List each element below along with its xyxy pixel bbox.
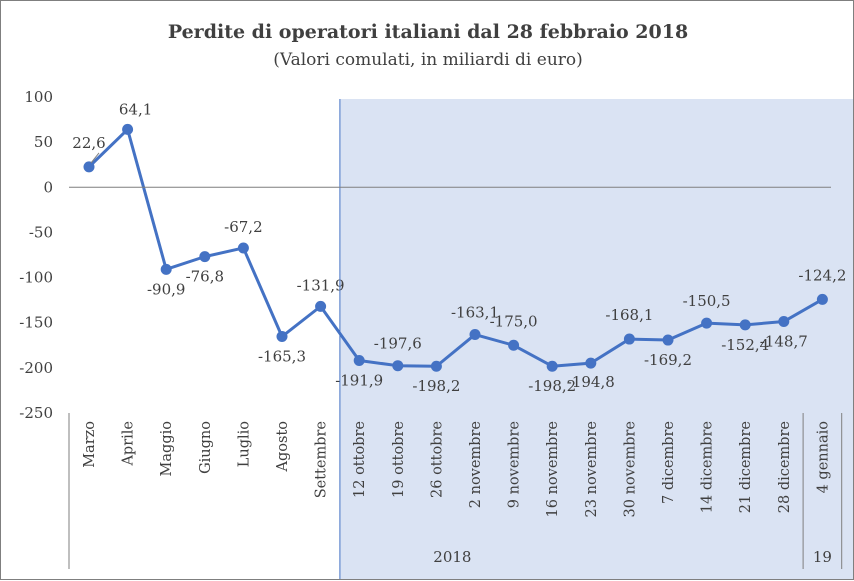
data-label: -168,1 — [605, 306, 653, 324]
category-label: 9 novembre — [507, 421, 523, 508]
data-point — [83, 161, 95, 173]
y-tick-label: -100 — [19, 269, 53, 287]
data-point — [546, 360, 558, 372]
data-label: 64,1 — [119, 100, 152, 118]
y-tick-label: 50 — [34, 133, 53, 151]
data-point — [508, 339, 520, 351]
y-tick-label: -150 — [19, 314, 53, 332]
category-label: 7 dicembre — [661, 421, 677, 504]
data-label: -163,1 — [451, 304, 499, 322]
data-label: -124,2 — [798, 266, 846, 284]
category-label: 28 dicembre — [777, 421, 793, 513]
category-label: Agosto — [275, 421, 291, 472]
data-label: -175,0 — [490, 312, 538, 330]
chart-subtitle: (Valori comulati, in miliardi di euro) — [273, 50, 583, 70]
category-label: Giugno — [198, 421, 214, 474]
data-label: -198,2 — [412, 377, 460, 395]
data-label: -198,2 — [528, 377, 576, 395]
data-label: -67,2 — [224, 218, 262, 236]
category-label: 23 novembre — [584, 421, 600, 517]
data-label-leader — [90, 152, 100, 164]
data-label: -76,8 — [186, 268, 224, 286]
category-label: 4 gennaio — [815, 421, 831, 493]
category-label: 19 ottobre — [391, 421, 407, 498]
data-label: -197,6 — [374, 335, 422, 353]
category-label: Marzo — [82, 421, 98, 468]
data-point — [160, 263, 172, 275]
data-point — [662, 334, 674, 346]
category-label: 16 novembre — [545, 421, 561, 517]
year-group-label: 2018 — [433, 548, 471, 566]
data-point — [315, 300, 327, 312]
data-label: -150,5 — [683, 292, 731, 310]
category-label: 30 novembre — [622, 421, 638, 517]
category-label: Aprile — [121, 421, 137, 467]
category-label: 14 dicembre — [700, 421, 716, 513]
category-label: 21 dicembre — [738, 421, 754, 513]
data-label: -152,4 — [721, 336, 769, 354]
data-point — [237, 242, 249, 254]
data-label: -148,7 — [760, 333, 808, 351]
x-axis: 2018 19 Marzo Aprile Maggio Giugno Luglio Agost… — [68, 413, 843, 569]
series-line — [83, 123, 828, 372]
data-point — [199, 251, 211, 263]
y-tick-label: -200 — [19, 359, 53, 377]
data-point — [276, 331, 288, 343]
data-label: -165,3 — [258, 348, 306, 366]
data-label: 22,6 — [72, 134, 105, 152]
data-point — [623, 333, 635, 345]
data-point — [701, 317, 713, 329]
y-tick-label: -250 — [19, 404, 53, 422]
category-label: 2 novembre — [468, 421, 484, 508]
category-label: 12 ottobre — [352, 421, 368, 498]
data-point — [778, 316, 790, 328]
year-group-label: 19 — [813, 548, 832, 566]
data-label: -191,9 — [335, 372, 383, 390]
category-label: Luglio — [236, 421, 252, 467]
data-labels: 22,6 64,1 -90,9-76,8 -67,2 -165,3 -131,9 -191,… — [72, 100, 846, 395]
data-point — [430, 360, 442, 372]
data-point — [816, 293, 828, 305]
y-tick-label: 100 — [24, 88, 53, 106]
data-point — [469, 329, 481, 341]
category-label: Maggio — [159, 421, 175, 476]
data-point — [392, 360, 404, 372]
data-point — [739, 319, 751, 331]
chart-title: Perdite di operatori italiani dal 28 feb… — [168, 21, 688, 43]
highlight-region — [339, 99, 853, 579]
category-label: Settembre — [314, 421, 330, 498]
data-point — [585, 357, 597, 369]
category-label: 26 ottobre — [429, 421, 445, 498]
series-path — [87, 127, 824, 368]
data-point — [122, 123, 134, 135]
data-label: -194,8 — [567, 373, 615, 391]
data-label: -131,9 — [297, 276, 345, 294]
data-label: -90,9 — [147, 280, 185, 298]
data-label: -169,2 — [644, 351, 692, 369]
y-tick-label: 0 — [43, 178, 53, 196]
data-point — [353, 355, 365, 367]
y-axis: 100 50 0 -50 -100 -150 -200 -250 — [19, 88, 53, 422]
y-tick-label: -50 — [29, 223, 53, 241]
